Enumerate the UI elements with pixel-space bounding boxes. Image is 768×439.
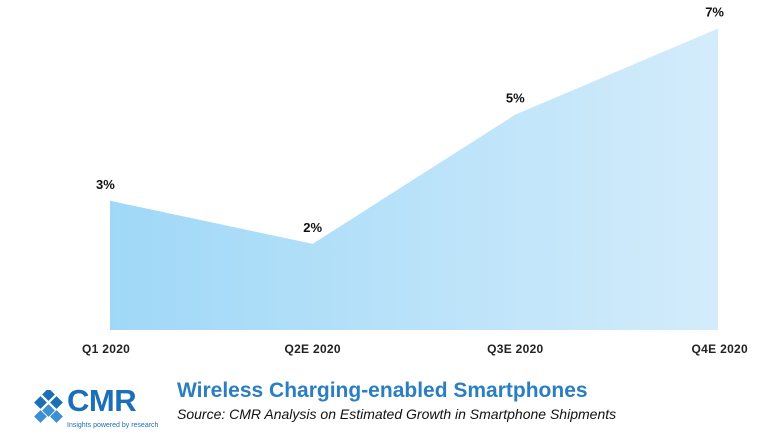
cube-logo-icon [34, 390, 63, 423]
cmr-logo: CMR Insights powered by research [34, 383, 169, 432]
data-label: 2% [303, 220, 322, 235]
x-tick-label: Q2E 2020 [284, 342, 340, 356]
x-tick-label: Q1 2020 [82, 342, 130, 356]
area-series [110, 28, 718, 331]
x-tick-label: Q3E 2020 [487, 342, 543, 356]
data-label: 5% [506, 91, 525, 106]
data-label: 7% [705, 5, 724, 20]
data-label: 3% [96, 177, 115, 192]
footer: CMR Insights powered by research Wireles… [0, 378, 768, 439]
x-tick-label: Q4E 2020 [692, 342, 748, 356]
chart-source: Source: CMR Analysis on Estimated Growth… [177, 406, 617, 422]
area-chart: 3% Q1 2020 2% Q2E 2020 5% Q3E 2020 7% Q4E 2020 [82, 5, 748, 356]
logo-wordmark: CMR [67, 383, 137, 418]
chart-title: Wireless Charging-enabled Smartphones [177, 379, 588, 402]
logo-tagline: Insights powered by research [67, 422, 159, 429]
